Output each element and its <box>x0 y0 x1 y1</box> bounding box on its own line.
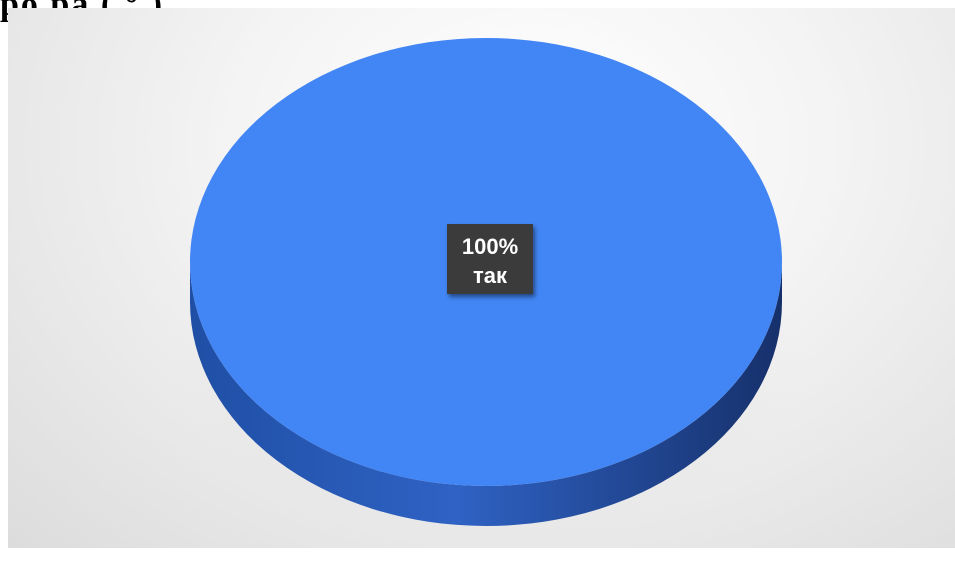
data-label-percent: 100% <box>462 234 518 259</box>
pie-slice-side <box>190 262 782 526</box>
data-label: 100% так <box>447 224 533 294</box>
data-label-box <box>447 224 533 294</box>
data-label-category: так <box>473 263 508 288</box>
